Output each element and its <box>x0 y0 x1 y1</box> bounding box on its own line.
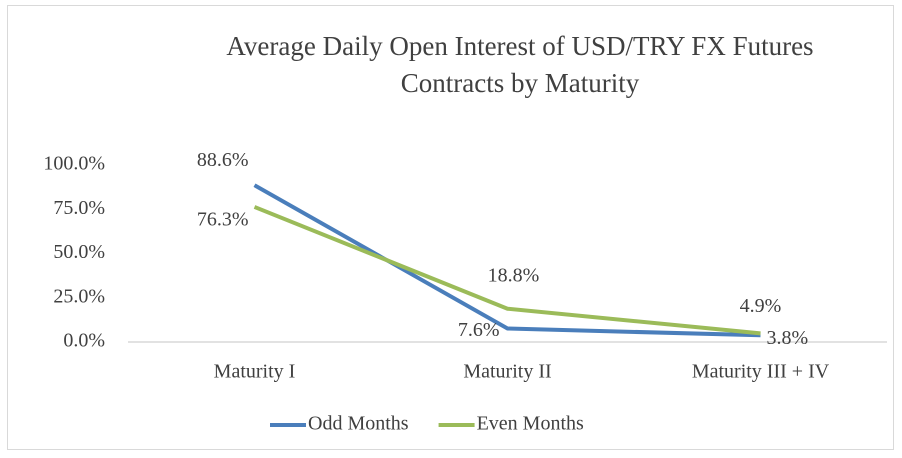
y-tick-label: 75.0% <box>53 197 105 219</box>
legend-label: Even Months <box>477 413 584 435</box>
x-tick-label: Maturity II <box>463 361 551 383</box>
data-label: 3.8% <box>767 327 809 349</box>
line-series <box>253 183 761 338</box>
y-tick-label: 25.0% <box>53 285 105 307</box>
data-label: 88.6% <box>197 149 249 171</box>
y-tick-label: 100.0% <box>43 153 105 175</box>
legend-label: Odd Months <box>308 413 409 435</box>
data-label: 4.9% <box>740 295 782 317</box>
data-label: 18.8% <box>488 264 540 286</box>
y-tick-label: 0.0% <box>63 330 105 352</box>
data-label: 7.6% <box>458 319 500 341</box>
x-tick-label: Maturity III + IV <box>692 361 830 383</box>
chart-title: Average Daily Open Interest of USD/TRY F… <box>226 31 814 98</box>
data-label: 76.3% <box>197 209 249 231</box>
x-tick-label: Maturity I <box>214 361 296 383</box>
chart-border <box>7 5 894 450</box>
y-tick-label: 50.0% <box>53 241 105 263</box>
line-series <box>253 205 761 336</box>
